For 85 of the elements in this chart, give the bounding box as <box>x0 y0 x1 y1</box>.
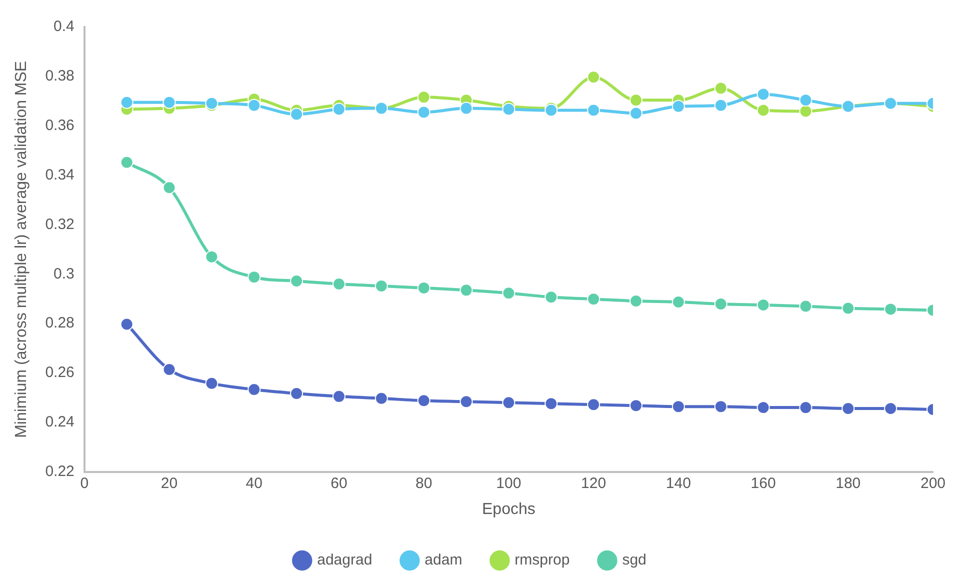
y-axis-title: Minimium (across multiple lr) average validation MSE <box>13 60 30 438</box>
point <box>502 286 516 300</box>
x-tick-label: 200 <box>920 474 946 492</box>
point <box>248 98 261 112</box>
point <box>756 104 770 117</box>
point <box>205 376 218 390</box>
point <box>290 274 304 288</box>
point <box>672 400 685 414</box>
point <box>884 402 898 416</box>
point <box>756 401 770 414</box>
point <box>120 96 134 109</box>
point <box>460 102 473 115</box>
y-tick-label: 0.28 <box>45 314 74 332</box>
legend-label: adam <box>424 552 462 569</box>
point <box>290 108 304 121</box>
point <box>417 281 430 294</box>
point <box>799 104 812 118</box>
y-tick-label: 0.34 <box>45 166 74 184</box>
point <box>629 94 642 107</box>
point <box>162 96 176 109</box>
point <box>629 399 642 412</box>
y-tick-label: 0.22 <box>45 462 74 480</box>
y-tick-label: 0.3 <box>54 265 74 282</box>
point <box>417 394 430 408</box>
point <box>162 362 176 376</box>
point <box>799 300 812 313</box>
point <box>842 402 855 416</box>
x-axis-title: Epochs <box>482 500 536 518</box>
point <box>460 284 473 297</box>
y-tick-label: 0.32 <box>45 216 74 233</box>
point <box>290 386 304 400</box>
x-tick-label: 140 <box>666 474 691 492</box>
legend-label: sgd <box>622 552 646 569</box>
y-tick-label: 0.38 <box>45 68 74 85</box>
x-tick-label: 20 <box>160 474 178 492</box>
x-tick-label: 160 <box>750 474 776 492</box>
point <box>756 88 770 101</box>
point <box>417 90 430 104</box>
point <box>502 396 516 410</box>
point <box>332 277 346 290</box>
point <box>332 390 346 403</box>
point <box>374 392 388 405</box>
point <box>248 383 261 396</box>
x-tick-label: 80 <box>415 474 432 492</box>
point <box>417 106 430 119</box>
point <box>544 290 558 304</box>
y-tick-label: 0.4 <box>54 18 74 36</box>
y-tick-label: 0.36 <box>45 116 74 134</box>
point <box>756 298 770 312</box>
y-tick-label: 0.24 <box>45 414 74 431</box>
point <box>162 181 176 194</box>
point <box>799 401 812 414</box>
x-tick-label: 120 <box>581 474 606 492</box>
point <box>544 397 558 410</box>
point <box>587 292 600 306</box>
point <box>120 318 134 331</box>
point <box>884 302 898 316</box>
x-tick-label: 0 <box>80 474 89 492</box>
point <box>587 398 600 412</box>
point <box>714 400 728 414</box>
point <box>120 156 134 169</box>
point <box>672 100 685 113</box>
x-tick-label: 60 <box>330 474 348 492</box>
legend-label: adagrad <box>317 552 372 569</box>
point <box>587 70 600 84</box>
point <box>502 102 516 116</box>
point <box>248 270 261 284</box>
point <box>629 106 642 120</box>
y-tick-label: 0.26 <box>45 364 74 382</box>
point <box>374 279 388 292</box>
point <box>587 104 600 117</box>
point <box>842 302 855 315</box>
point <box>799 94 812 107</box>
point <box>714 298 728 311</box>
legend-label: rmsprop <box>514 552 570 569</box>
x-tick-label: 180 <box>836 474 861 492</box>
point <box>460 395 473 408</box>
x-tick-label: 100 <box>496 474 522 492</box>
point <box>629 294 642 308</box>
point <box>205 250 218 264</box>
point <box>714 82 728 95</box>
point <box>714 98 728 112</box>
point <box>332 102 346 116</box>
point <box>672 296 685 309</box>
x-tick-label: 40 <box>246 474 262 492</box>
